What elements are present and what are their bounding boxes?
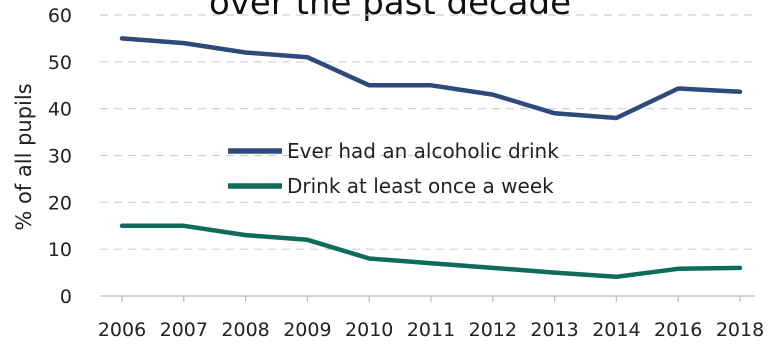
x-tick-label: 2007 bbox=[160, 319, 208, 341]
x-tick-label: 2014 bbox=[592, 319, 640, 341]
legend-label-2: Drink at least once a week bbox=[287, 174, 554, 198]
x-tick-label: 2006 bbox=[98, 319, 146, 341]
x-axis-tick-labels: 2006 2007 2008 2009 2010 2011 2012 2013 2014 2016… bbox=[98, 319, 764, 341]
y-tick-label: 20 bbox=[48, 192, 72, 214]
x-tick-label: 2016 bbox=[654, 319, 702, 341]
y-tick-label: 10 bbox=[48, 239, 72, 261]
y-tick-label: 40 bbox=[48, 99, 72, 121]
x-tick-label: 2012 bbox=[469, 319, 517, 341]
x-tick-label: 2009 bbox=[283, 319, 331, 341]
gridlines bbox=[100, 14, 755, 302]
y-axis-tick-labels: 0 10 20 30 40 50 60 bbox=[48, 5, 72, 308]
x-tick-label: 2010 bbox=[345, 319, 393, 341]
series-line-1 bbox=[119, 36, 743, 121]
series-line-2 bbox=[119, 223, 743, 280]
y-tick-label: 60 bbox=[48, 5, 72, 27]
x-tick-label: 2008 bbox=[221, 319, 269, 341]
legend: Ever had an alcoholic drink Drink at leas… bbox=[228, 139, 559, 198]
y-tick-label: 30 bbox=[48, 146, 72, 168]
series-lines bbox=[119, 36, 743, 280]
y-axis-title: % of all pupils bbox=[12, 83, 36, 230]
x-tick-label: 2013 bbox=[530, 319, 578, 341]
x-tick-label: 2018 bbox=[716, 319, 764, 341]
x-tick-label: 2011 bbox=[407, 319, 455, 341]
legend-label-1: Ever had an alcoholic drink bbox=[287, 139, 559, 163]
chart-title: over the past decade bbox=[209, 0, 571, 23]
y-tick-label: 0 bbox=[60, 286, 72, 308]
y-tick-label: 50 bbox=[48, 52, 72, 74]
